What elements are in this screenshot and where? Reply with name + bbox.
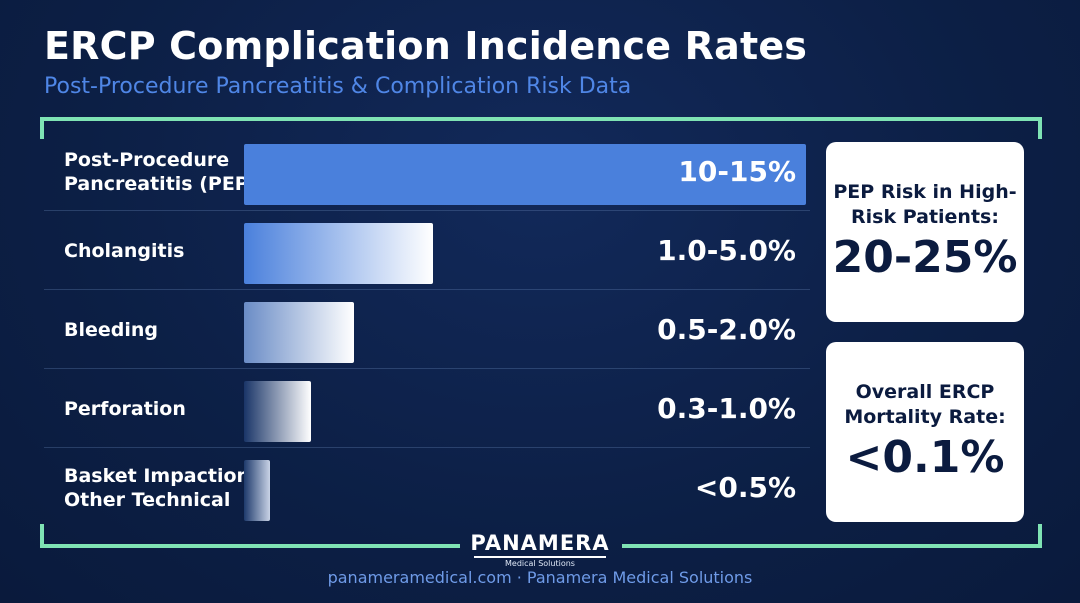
data-label: 0.3-1.0% (657, 392, 796, 425)
category-label-line: Perforation (64, 397, 186, 420)
row-separator (44, 289, 810, 290)
frame-bottom-left-line (40, 544, 460, 548)
category-label: Basket Impaction Other Technical (64, 448, 254, 527)
card-label: Overall ERCP Mortality Rate: (838, 380, 1011, 430)
frame-bottom-left-corner (40, 524, 44, 548)
category-label-line: Other Technical (64, 488, 231, 511)
logo-name: PANAMERA (470, 531, 610, 555)
data-label: <0.5% (694, 471, 796, 504)
page-title: ERCP Complication Incidence Rates (44, 24, 808, 68)
chart-row: Cholangitis 1.0-5.0% (44, 211, 810, 290)
data-label: 10-15% (678, 155, 796, 188)
bar (244, 302, 354, 363)
card-label-line: Overall ERCP (855, 381, 995, 403)
mortality-rate-card: Overall ERCP Mortality Rate: <0.1% (826, 342, 1024, 522)
card-label-line: Risk Patients: (851, 206, 999, 228)
category-label-line: Pancreatitis (PEP) (64, 172, 258, 195)
bar (244, 223, 433, 284)
frame-top-right-corner (1038, 117, 1042, 139)
logo-tagline: Medical Solutions (505, 559, 575, 568)
data-label: 0.5-2.0% (657, 313, 796, 346)
frame-bottom-right-corner (1038, 524, 1042, 548)
category-label: Cholangitis (64, 211, 254, 290)
bar (244, 144, 806, 205)
frame-bottom-right-line (622, 544, 1042, 548)
frame-top-left-corner (40, 117, 44, 139)
page-subtitle: Post-Procedure Pancreatitis & Complicati… (44, 74, 632, 99)
category-label-line: Basket Impaction (64, 464, 251, 487)
chart-row: Bleeding 0.5-2.0% (44, 290, 810, 369)
chart-row: Basket Impaction Other Technical <0.5% (44, 448, 810, 527)
category-label: Post-Procedure Pancreatitis (PEP) (64, 132, 258, 211)
card-label-line: Mortality Rate: (844, 406, 1006, 428)
category-label-line: Post-Procedure (64, 148, 230, 171)
chart-row: Post-Procedure Pancreatitis (PEP) 10-15% (44, 132, 810, 211)
category-label: Bleeding (64, 290, 254, 369)
category-label: Perforation (64, 369, 254, 448)
card-label-line: PEP Risk in High- (833, 181, 1017, 203)
footer-text: panameramedical.com · Panamera Medical S… (327, 568, 753, 587)
chart-row: Perforation 0.3-1.0% (44, 369, 810, 448)
row-separator (44, 368, 810, 369)
category-label-line: Bleeding (64, 318, 159, 341)
card-value: 20-25% (832, 232, 1018, 283)
row-separator (44, 210, 810, 211)
bar (244, 381, 311, 442)
bar (244, 460, 270, 521)
data-label: 1.0-5.0% (657, 234, 796, 267)
row-separator (44, 447, 810, 448)
pep-high-risk-card: PEP Risk in High- Risk Patients: 20-25% (826, 142, 1024, 322)
logo-rule (474, 556, 606, 558)
card-label: PEP Risk in High- Risk Patients: (827, 180, 1022, 230)
frame-top-line (40, 117, 1042, 121)
card-value: <0.1% (845, 432, 1005, 483)
category-label-line: Cholangitis (64, 239, 185, 262)
panamera-logo: PANAMERA Medical Solutions (470, 530, 610, 569)
complication-bar-chart: Post-Procedure Pancreatitis (PEP) 10-15% Ch… (44, 132, 810, 532)
